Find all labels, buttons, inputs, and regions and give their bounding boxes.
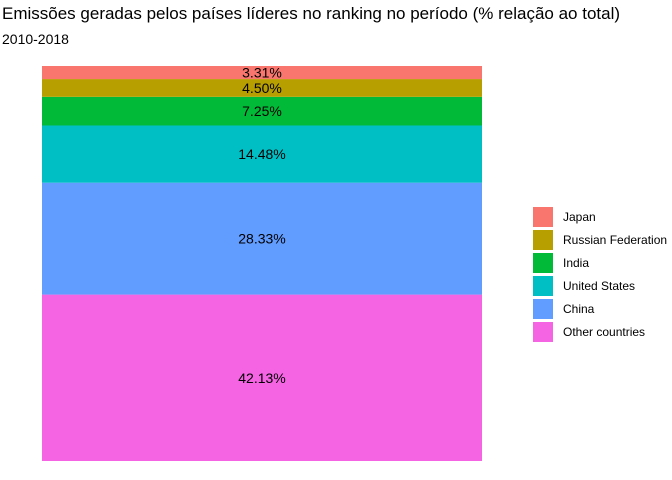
legend-label: India bbox=[563, 255, 590, 270]
bar-segment-other-countries bbox=[42, 294, 482, 461]
data-label-china: 28.33% bbox=[238, 231, 285, 247]
legend-item-japan: Japan bbox=[533, 205, 667, 228]
legend-key bbox=[533, 252, 553, 273]
legend-item-russian-federation: Russian Federation bbox=[533, 228, 667, 251]
legend-item-china: China bbox=[533, 297, 667, 320]
data-label-india: 7.25% bbox=[242, 103, 282, 119]
data-label-japan: 3.31% bbox=[242, 65, 282, 81]
data-label-russian-federation: 4.50% bbox=[242, 80, 282, 96]
chart-title: Emissões geradas pelos países líderes no… bbox=[2, 4, 621, 23]
legend-item-other-countries: Other countries bbox=[533, 320, 667, 343]
legend-label: Russian Federation bbox=[563, 232, 668, 247]
bar-segment-india bbox=[42, 96, 482, 126]
legend-label: Japan bbox=[563, 209, 596, 224]
legend-label: China bbox=[563, 301, 595, 316]
legend-key bbox=[533, 229, 553, 250]
bar-segment-russian-federation bbox=[42, 79, 482, 97]
chart-legend: Japan Russian Federation India United State… bbox=[533, 205, 667, 343]
data-label-other-countries: 42.13% bbox=[238, 370, 285, 386]
legend-item-united-states: United States bbox=[533, 274, 667, 297]
legend-label: Other countries bbox=[563, 324, 646, 339]
legend-key bbox=[533, 275, 553, 296]
data-label-united-states: 14.48% bbox=[238, 146, 285, 162]
chart-subtitle: 2010-2018 bbox=[2, 31, 69, 47]
legend-key bbox=[533, 298, 553, 319]
legend-item-india: India bbox=[533, 251, 667, 274]
bar-segment-united-states bbox=[42, 125, 482, 183]
bar-segment-japan bbox=[42, 66, 482, 80]
legend-key bbox=[533, 321, 553, 342]
legend-key bbox=[533, 206, 553, 227]
bar-segment-china bbox=[42, 182, 482, 295]
legend-label: United States bbox=[563, 278, 636, 293]
